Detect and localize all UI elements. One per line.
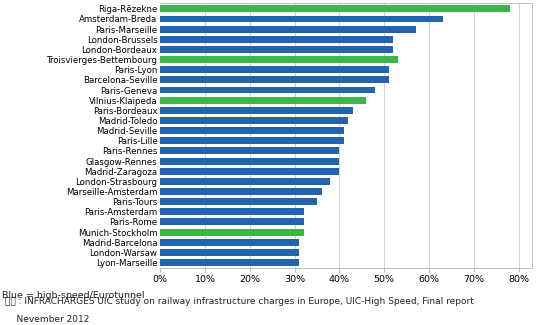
Bar (160, 117, 349, 124)
Bar (160, 76, 389, 83)
Bar (160, 229, 304, 236)
Text: 자료 : INFRACHARGES UIC study on railway infrastructure charges in Europe, UIC-Hig: 자료 : INFRACHARGES UIC study on railway i… (5, 297, 474, 306)
Bar (160, 46, 393, 53)
Bar (160, 16, 443, 22)
Bar (160, 6, 510, 12)
Bar (160, 148, 339, 154)
Text: Blue = high-speed/Eurotunnel: Blue = high-speed/Eurotunnel (2, 291, 144, 300)
Bar (160, 259, 299, 266)
Bar (160, 97, 367, 104)
Bar (160, 86, 375, 94)
Bar (160, 127, 344, 134)
Bar (160, 188, 321, 195)
Bar (160, 158, 339, 164)
Bar (160, 36, 393, 43)
Bar (160, 137, 344, 144)
Bar (160, 208, 304, 215)
Bar (160, 249, 299, 256)
Bar (160, 168, 339, 175)
Bar (160, 56, 397, 63)
Bar (160, 198, 317, 205)
Bar (160, 107, 353, 114)
Bar (160, 218, 304, 226)
Bar (160, 26, 415, 32)
Bar (160, 178, 331, 185)
Text: Nevember 2012: Nevember 2012 (5, 315, 90, 324)
Bar (160, 66, 389, 73)
Bar (160, 239, 299, 246)
